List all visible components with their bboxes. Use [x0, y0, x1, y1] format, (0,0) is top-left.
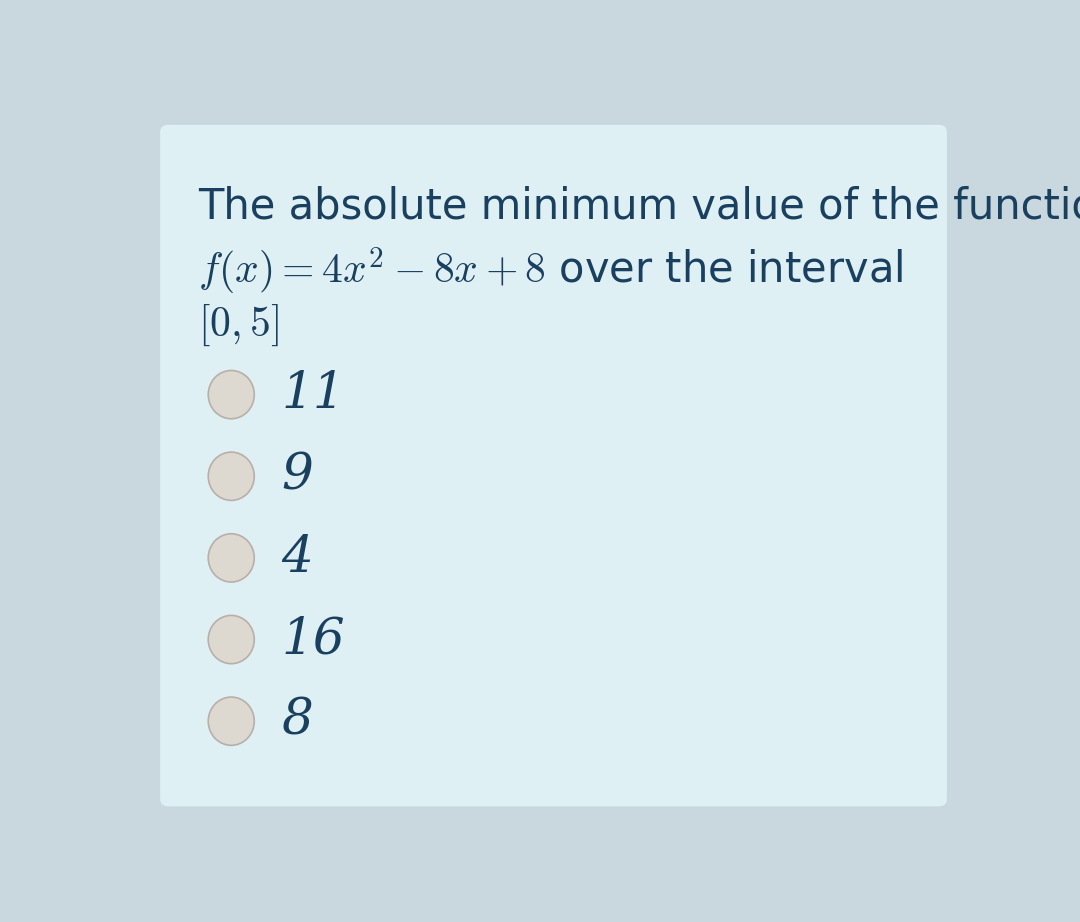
Text: 4: 4 — [282, 533, 313, 583]
Ellipse shape — [208, 534, 254, 582]
Ellipse shape — [208, 615, 254, 664]
Ellipse shape — [208, 371, 254, 419]
Text: 8: 8 — [282, 696, 313, 746]
Text: $f(x) = 4x^2 - 8x + 8$ over the interval: $f(x) = 4x^2 - 8x + 8$ over the interval — [198, 245, 903, 297]
FancyBboxPatch shape — [160, 124, 947, 807]
Text: 16: 16 — [282, 615, 346, 664]
Text: 9: 9 — [282, 452, 313, 501]
Ellipse shape — [208, 452, 254, 501]
Text: 11: 11 — [282, 370, 346, 420]
Text: The absolute minimum value of the function: The absolute minimum value of the functi… — [198, 185, 1080, 227]
Text: $[0, 5]$: $[0, 5]$ — [198, 302, 279, 348]
Ellipse shape — [208, 697, 254, 745]
